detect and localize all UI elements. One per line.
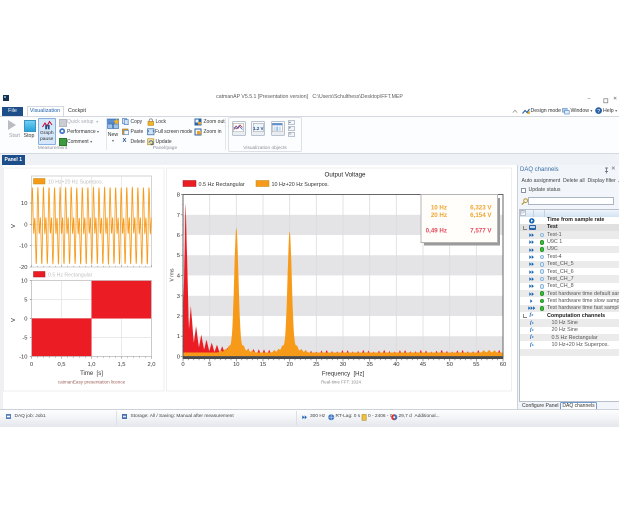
svg-text:8: 8 [177, 193, 180, 199]
svg-text:catmanEasy presentation licenc: catmanEasy presentation licence [58, 379, 126, 384]
svg-text:-10: -10 [19, 355, 27, 361]
svg-text:-10: -10 [19, 244, 27, 250]
svg-text:-20: -20 [19, 265, 27, 271]
svg-text:7,577 V: 7,577 V [470, 228, 492, 235]
svg-text:6,154 V: 6,154 V [470, 212, 492, 219]
svg-text:7: 7 [177, 213, 180, 219]
svg-text:0,49 Hz: 0,49 Hz [426, 228, 447, 235]
svg-text:V rms: V rms [170, 268, 176, 282]
svg-text:0.5 Hz Rectangular: 0.5 Hz Rectangular [48, 273, 93, 279]
svg-text:25: 25 [313, 362, 319, 368]
svg-text:10 Hz+20 Hz Superpos.: 10 Hz+20 Hz Superpos. [48, 180, 103, 186]
svg-text:20: 20 [286, 362, 292, 368]
svg-text:5: 5 [177, 253, 180, 259]
svg-text:0: 0 [181, 362, 184, 368]
svg-text:0.5 Hz Rectangular: 0.5 Hz Rectangular [199, 182, 245, 188]
svg-text:0: 0 [24, 316, 27, 322]
svg-text:Frequency [Hz]: Frequency [Hz] [322, 371, 365, 377]
svg-text:40: 40 [393, 362, 399, 368]
svg-text:5: 5 [208, 362, 211, 368]
svg-text:1: 1 [177, 334, 180, 340]
svg-text:1.2 V: 1.2 V [253, 126, 263, 131]
svg-text:10: 10 [21, 278, 27, 284]
svg-text:4: 4 [177, 274, 181, 280]
svg-text:35: 35 [366, 362, 372, 368]
svg-text:-5: -5 [22, 336, 27, 342]
svg-text:1,0: 1,0 [87, 362, 95, 368]
svg-text:6,323 V: 6,323 V [470, 205, 492, 212]
svg-text:?: ? [597, 109, 600, 115]
svg-text:Real-time FFT: 1024: Real-time FFT: 1024 [321, 380, 361, 385]
svg-text:2,0: 2,0 [147, 362, 155, 368]
svg-text:15: 15 [260, 362, 266, 368]
svg-text:5: 5 [24, 297, 27, 303]
svg-text:10: 10 [21, 201, 27, 207]
svg-text:10: 10 [233, 362, 239, 368]
svg-text:0: 0 [24, 222, 27, 228]
svg-text:0: 0 [30, 362, 33, 368]
svg-text:V: V [11, 224, 17, 228]
svg-text:Output Voltage: Output Voltage [325, 172, 366, 179]
svg-text:6: 6 [177, 233, 180, 239]
svg-text:50: 50 [446, 362, 452, 368]
svg-text:10 Hz+20 Hz Superpos.: 10 Hz+20 Hz Superpos. [272, 182, 329, 188]
svg-text:20 Hz: 20 Hz [431, 212, 447, 219]
svg-text:0,5: 0,5 [57, 362, 65, 368]
svg-text:10 Hz: 10 Hz [431, 205, 447, 212]
svg-text:Time [s]: Time [s] [80, 371, 103, 377]
svg-text:30: 30 [340, 362, 346, 368]
svg-text:55: 55 [473, 362, 479, 368]
svg-text:V: V [11, 318, 17, 322]
svg-text:3: 3 [177, 294, 180, 300]
svg-text:2: 2 [177, 314, 180, 320]
svg-text:60: 60 [500, 362, 506, 368]
svg-text:1,5: 1,5 [117, 362, 125, 368]
svg-text:0: 0 [177, 355, 180, 361]
svg-text:45: 45 [420, 362, 426, 368]
